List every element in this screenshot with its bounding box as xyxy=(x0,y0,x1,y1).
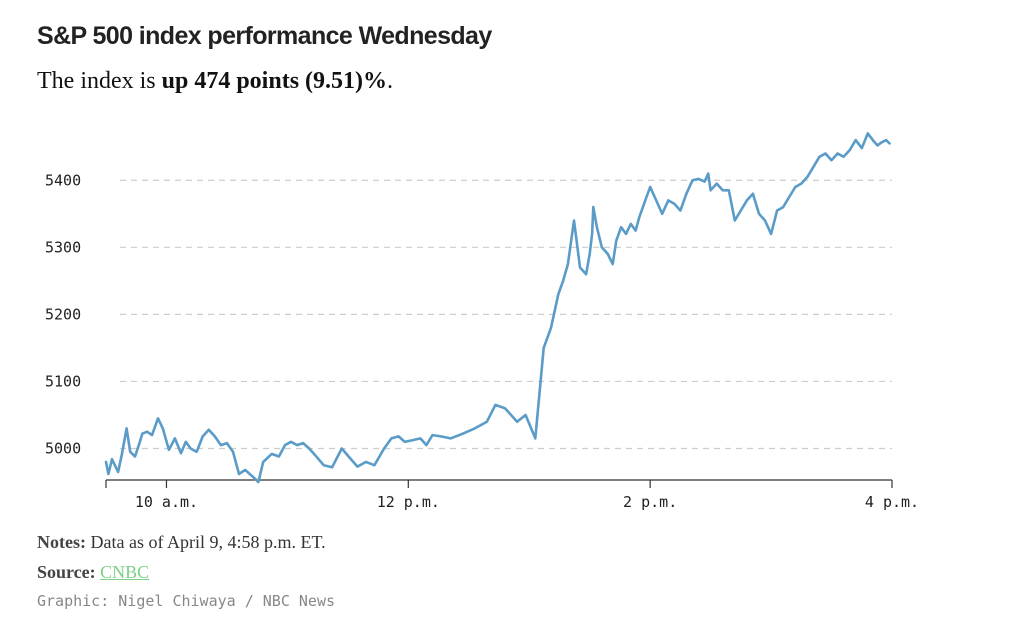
y-tick-5000: 5000 xyxy=(45,439,81,457)
y-axis: 5000 5100 5200 5300 5400 xyxy=(45,171,81,457)
source-label: Source: xyxy=(37,562,96,582)
subtitle-suffix: . xyxy=(387,68,394,94)
line-chart: 5000 5100 5200 5300 5400 10 a.m. 12 p.m. 2 p.m… xyxy=(45,132,919,511)
x-tick-label-1: 12 p.m. xyxy=(377,493,440,511)
subtitle-prefix: The index is xyxy=(37,68,162,94)
notes: Notes: Data as of April 9, 4:58 p.m. ET. xyxy=(37,532,326,553)
x-tick-label-2: 2 p.m. xyxy=(623,493,677,511)
notes-label: Notes: xyxy=(37,532,86,552)
gridlines xyxy=(120,179,892,450)
subtitle-highlight: up 474 points (9.51)% xyxy=(161,68,388,94)
source-link[interactable]: CNBC xyxy=(100,562,150,582)
y-tick-5400: 5400 xyxy=(45,171,81,189)
series-group xyxy=(104,132,891,484)
x-axis: 10 a.m. 12 p.m. 2 p.m. 4 p.m. xyxy=(105,479,919,511)
y-tick-5300: 5300 xyxy=(45,238,81,256)
chart-title: S&P 500 index performance Wednesday xyxy=(37,22,492,50)
y-tick-5200: 5200 xyxy=(45,305,81,323)
x-tick-label-0: 10 a.m. xyxy=(135,493,198,511)
y-tick-5100: 5100 xyxy=(45,372,81,390)
x-tick-label-3: 4 p.m. xyxy=(865,493,919,511)
source: Source: CNBC xyxy=(37,562,149,583)
chart-subtitle: The index is up 474 points (9.51)%. xyxy=(37,68,393,95)
graphic-credit: Graphic: Nigel Chiwaya / NBC News xyxy=(37,592,336,610)
series-line-0 xyxy=(104,132,891,484)
notes-text: Data as of April 9, 4:58 p.m. ET. xyxy=(85,532,326,552)
